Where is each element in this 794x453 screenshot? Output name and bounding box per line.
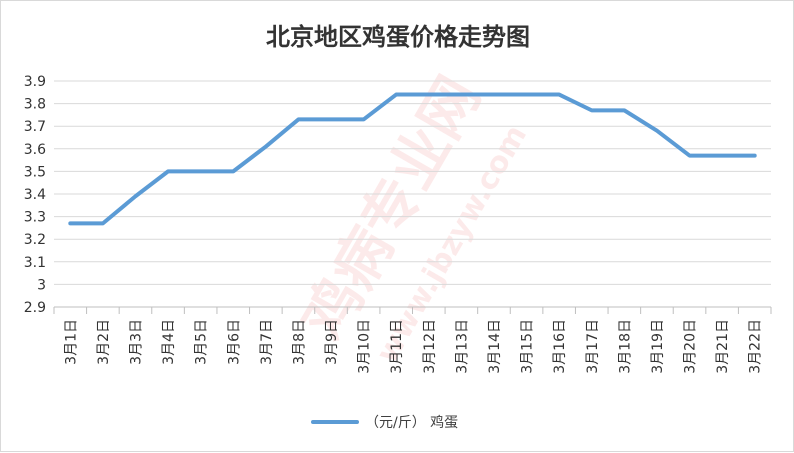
x-tick-label: 3月1日 bbox=[63, 319, 79, 365]
y-tick-label: 3.4 bbox=[24, 187, 46, 203]
x-tick-label: 3月13日 bbox=[454, 319, 470, 374]
x-tick-label: 3月5日 bbox=[194, 319, 210, 365]
y-tick-label: 3.3 bbox=[24, 210, 46, 226]
x-tick-label: 3月3日 bbox=[128, 319, 144, 365]
y-tick-label: 2.9 bbox=[24, 300, 46, 316]
x-tick-label: 3月4日 bbox=[161, 319, 177, 365]
y-tick-label: 3.1 bbox=[24, 255, 46, 271]
x-tick-label: 3月16日 bbox=[552, 319, 568, 374]
x-tick-label: 3月2日 bbox=[96, 319, 112, 365]
x-tick-label: 3月14日 bbox=[487, 319, 503, 374]
x-tick-label: 3月18日 bbox=[617, 319, 633, 374]
y-tick-label: 3.2 bbox=[24, 232, 46, 248]
y-tick-label: 3.6 bbox=[24, 142, 46, 158]
x-tick-label: 3月17日 bbox=[585, 319, 601, 374]
chart-title: 北京地区鸡蛋价格走势图 bbox=[266, 23, 530, 51]
legend: （元/斤） 鸡蛋 bbox=[313, 414, 458, 431]
x-tick-label: 3月12日 bbox=[422, 319, 438, 374]
y-tick-label: 3.5 bbox=[24, 164, 46, 180]
y-tick-label: 3.8 bbox=[24, 97, 46, 113]
x-tick-label: 3月8日 bbox=[291, 319, 307, 365]
legend-label: （元/斤） 鸡蛋 bbox=[365, 414, 458, 431]
y-axis-tick-labels: 2.9 3 3.1 3.2 3.3 3.4 3.5 3.6 3.7 3.8 3.9 bbox=[24, 74, 46, 316]
x-tick-label: 3月21日 bbox=[715, 319, 731, 374]
x-tick-label: 3月10日 bbox=[357, 319, 373, 374]
x-tick-label: 3月19日 bbox=[650, 319, 666, 374]
y-tick-label: 3 bbox=[37, 277, 46, 293]
y-tick-label: 3.7 bbox=[24, 119, 46, 135]
x-tick-label: 3月15日 bbox=[520, 319, 536, 374]
x-tick-label: 3月11日 bbox=[389, 319, 405, 374]
y-tick-label: 3.9 bbox=[24, 74, 46, 90]
x-tick-label: 3月7日 bbox=[259, 319, 275, 365]
x-tick-label: 3月20日 bbox=[683, 319, 699, 374]
x-tick-label: 3月9日 bbox=[324, 319, 340, 365]
x-tick-label: 3月6日 bbox=[226, 319, 242, 365]
x-tick-label: 3月22日 bbox=[748, 319, 764, 374]
